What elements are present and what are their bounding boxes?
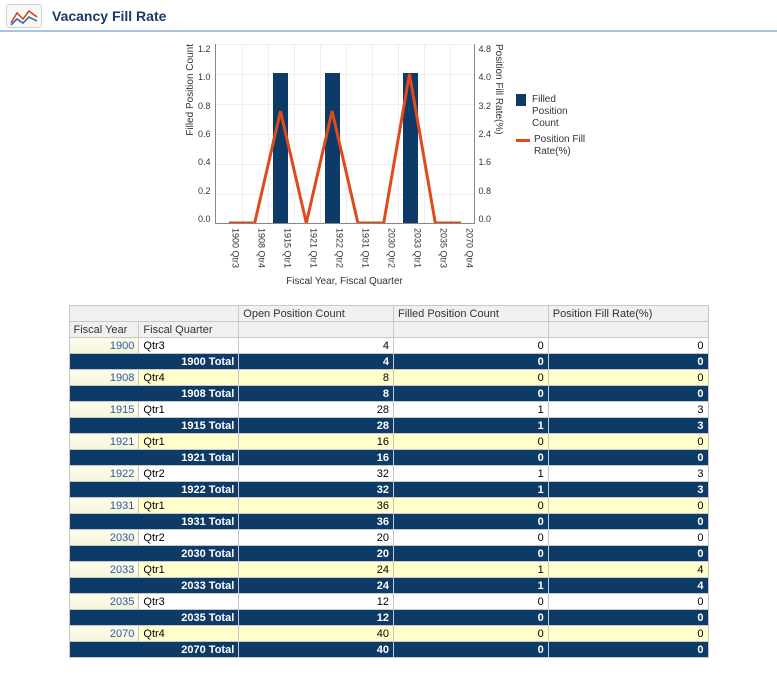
- table-header: Open Position CountFilled Position Count…: [69, 306, 708, 338]
- chart-line: [216, 44, 474, 223]
- legend-series1-label: Filled Position Count: [532, 94, 592, 130]
- total-row: 2070 Total4000: [69, 642, 708, 658]
- table-row: 1900Qtr3400: [69, 338, 708, 354]
- legend-line-swatch: [516, 139, 530, 142]
- column-header: Filled Position Count: [394, 306, 549, 322]
- table-row: 2033Qtr12414: [69, 562, 708, 578]
- table-row: 2070Qtr44000: [69, 626, 708, 642]
- table-row: 2035Qtr31200: [69, 594, 708, 610]
- fiscal-quarter-header: Fiscal Quarter: [139, 322, 239, 338]
- total-row: 2035 Total1200: [69, 610, 708, 626]
- chart-legend: Filled Position Count Position Fill Rate…: [516, 44, 594, 162]
- y-axis-right-label: Position Fill Rate(%): [491, 44, 506, 135]
- fiscal-year-link[interactable]: 2033: [69, 562, 139, 578]
- fiscal-year-link[interactable]: 1915: [69, 402, 139, 418]
- total-row: 1922 Total3213: [69, 482, 708, 498]
- total-row: 1931 Total3600: [69, 514, 708, 530]
- legend-bar-swatch: [516, 94, 526, 106]
- y-axis-left-ticks: 1.21.00.80.60.40.20.0: [198, 44, 215, 224]
- report-header: Vacancy Fill Rate: [0, 0, 777, 32]
- column-header: Open Position Count: [239, 306, 394, 322]
- legend-series2-label: Position Fill Rate(%): [534, 134, 594, 158]
- table-row: 1915Qtr12813: [69, 402, 708, 418]
- chart-plot-area: [215, 44, 475, 224]
- fiscal-year-link[interactable]: 1922: [69, 466, 139, 482]
- fiscal-year-link[interactable]: 2070: [69, 626, 139, 642]
- data-table: Open Position CountFilled Position Count…: [69, 305, 709, 658]
- table-row: 1908Qtr4800: [69, 370, 708, 386]
- total-row: 1900 Total400: [69, 354, 708, 370]
- page-title: Vacancy Fill Rate: [52, 8, 166, 24]
- column-header: Position Fill Rate(%): [548, 306, 708, 322]
- total-row: 1921 Total1600: [69, 450, 708, 466]
- fiscal-year-link[interactable]: 2035: [69, 594, 139, 610]
- fiscal-year-link[interactable]: 1931: [69, 498, 139, 514]
- table-body: 1900Qtr34001900 Total4001908Qtr48001908 …: [69, 338, 708, 658]
- fiscal-year-link[interactable]: 2030: [69, 530, 139, 546]
- chart-icon: [6, 4, 42, 28]
- y-axis-right-ticks: 4.84.03.22.41.60.80.0: [475, 44, 492, 224]
- x-axis-label: Fiscal Year, Fiscal Quarter: [286, 276, 403, 287]
- fiscal-year-header: Fiscal Year: [69, 322, 139, 338]
- table-row: 1931Qtr13600: [69, 498, 708, 514]
- fiscal-year-link[interactable]: 1921: [69, 434, 139, 450]
- x-axis-ticks: 1900 Qtr31908 Qtr41915 Qtr11921 Qtr11922…: [215, 228, 475, 268]
- fiscal-year-link[interactable]: 1900: [69, 338, 139, 354]
- table-row: 1922Qtr23213: [69, 466, 708, 482]
- total-row: 2030 Total2000: [69, 546, 708, 562]
- total-row: 1915 Total2813: [69, 418, 708, 434]
- table-row: 2030Qtr22000: [69, 530, 708, 546]
- total-row: 1908 Total800: [69, 386, 708, 402]
- table-row: 1921Qtr11600: [69, 434, 708, 450]
- fiscal-year-link[interactable]: 1908: [69, 370, 139, 386]
- y-axis-left-label: Filled Position Count: [183, 44, 198, 136]
- total-row: 2033 Total2414: [69, 578, 708, 594]
- chart-region: Filled Position Count 1.21.00.80.60.40.2…: [0, 44, 777, 287]
